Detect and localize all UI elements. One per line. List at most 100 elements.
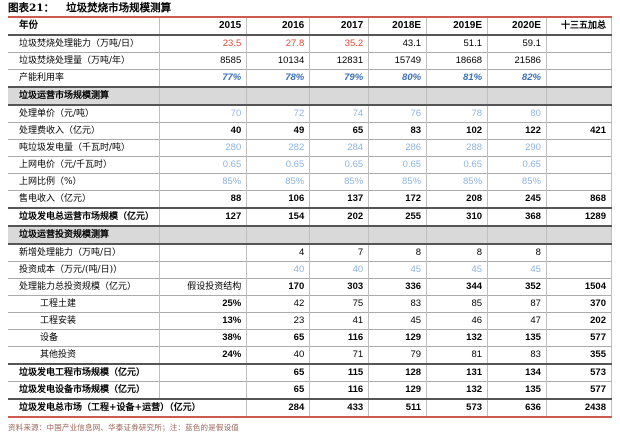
table-cell: 23.5 <box>158 35 247 53</box>
table-cell: 129 <box>368 381 427 399</box>
table-cell: 284 <box>309 139 369 157</box>
table-cell <box>545 139 613 157</box>
row-label: 垃圾运营市场规模测算 <box>19 91 110 101</box>
table-header: 年份 2015 2016 2017 2018E 2019E 2020E 十三五加总 <box>8 17 613 35</box>
section-row: 垃圾运营市场规模测算 <box>8 87 613 105</box>
table-cell <box>158 226 247 244</box>
table-row: 产能利用率 77% 78% 79% 80% 81% 82% <box>8 69 613 87</box>
table-cell: 85% <box>246 173 310 191</box>
table-row: 处理能力总投资规模（亿元） 假设投资结构 170 303 336 344 352 1504 <box>8 278 613 296</box>
table-cell: 280 <box>158 139 247 157</box>
table-cell: 132 <box>426 329 488 347</box>
table-cell: 27.8 <box>246 35 310 53</box>
table-cell: 35.2 <box>309 35 369 53</box>
section-row: 垃圾运营投资规模测算 <box>8 226 613 244</box>
table-row: 上网电价（元/千瓦时） 0.65 0.65 0.65 0.65 0.65 0.65 <box>8 156 613 174</box>
table-cell: 7 <box>309 244 369 262</box>
table-cell: 72 <box>246 105 310 123</box>
table-cell: 18668 <box>426 52 488 70</box>
table-cell: 25% <box>158 295 247 313</box>
table-cell: 122 <box>487 122 547 140</box>
table-cell: 4 <box>246 244 310 262</box>
table-cell: 127 <box>158 208 247 226</box>
table-cell: 47 <box>487 312 547 330</box>
row-label: 处理能力总投资规模（亿元） <box>19 282 137 292</box>
table-cell: 0.65 <box>246 156 310 174</box>
table-cell: 65 <box>246 364 310 382</box>
table-row: 垃圾发电总市场（工程+设备+运营）（亿元） 284 433 511 573 636 2438 <box>8 399 613 417</box>
row-label: 产能利用率 <box>19 73 65 83</box>
table-cell: 87 <box>487 295 547 313</box>
table-cell: 40 <box>246 261 310 279</box>
row-label: 垃圾焚烧处理能力（万吨/日） <box>19 39 140 49</box>
table-cell <box>158 87 247 105</box>
table-cell <box>545 261 613 279</box>
table-cell: 78% <box>246 69 310 87</box>
column-header: 2015 <box>158 17 247 35</box>
row-label: 上网比例（%） <box>19 177 82 187</box>
table-cell <box>309 87 369 105</box>
table-cell: 15749 <box>368 52 427 70</box>
table-cell <box>309 226 369 244</box>
table-cell <box>426 226 488 244</box>
table-cell: 0.65 <box>309 156 369 174</box>
table-cell: 81% <box>426 69 488 87</box>
table-cell: 70 <box>158 105 247 123</box>
table-cell <box>545 35 613 53</box>
column-header: 2016 <box>246 17 310 35</box>
table-cell: 65 <box>309 122 369 140</box>
row-label: 垃圾发电总运营市场规模（亿元） <box>19 212 155 222</box>
table-row: 设备 38% 65 116 129 132 135 577 <box>8 329 613 347</box>
table-cell: 102 <box>426 122 488 140</box>
table-cell: 13% <box>158 312 247 330</box>
table-cell: 85% <box>368 173 427 191</box>
table-cell: 21586 <box>487 52 547 70</box>
table-cell <box>426 87 488 105</box>
table-cell: 128 <box>368 364 427 382</box>
table-cell: 24% <box>158 346 247 364</box>
table-cell: 290 <box>487 139 547 157</box>
table-row: 上网比例（%） 85% 85% 85% 85% 85% 85% <box>8 173 613 191</box>
table-cell: 255 <box>368 208 427 226</box>
table-cell: 85% <box>158 173 247 191</box>
table-cell: 170 <box>246 278 310 296</box>
table-cell: 573 <box>545 364 613 382</box>
market-size-table: 年份 2015 2016 2017 2018E 2019E 2020E 十三五加总 垃圾焚烧处… <box>8 16 613 418</box>
table-cell: 8 <box>368 244 427 262</box>
row-label: 垃圾发电总市场（工程+设备+运营）（亿元） <box>19 403 201 413</box>
table-cell: 88 <box>158 190 247 208</box>
table-cell: 202 <box>309 208 369 226</box>
figure-title-text: 垃圾焚烧市场规模测算 <box>66 2 172 14</box>
row-label: 投资成本（万元/(吨/日)） <box>19 265 123 275</box>
table-row: 售电收入（亿元） 88 106 137 172 208 245 868 <box>8 190 613 208</box>
table-row: 新增处理能力（万吨/日） 4 7 8 8 8 <box>8 244 613 262</box>
row-label: 吨垃圾发电量（千瓦时/吨） <box>19 143 131 153</box>
table-cell <box>545 156 613 174</box>
table-cell: 344 <box>426 278 488 296</box>
row-label: 工程土建 <box>40 299 77 309</box>
table-cell: 310 <box>426 208 488 226</box>
table-cell <box>158 261 247 279</box>
table-cell: 282 <box>246 139 310 157</box>
table-cell <box>246 87 310 105</box>
table-cell <box>368 87 427 105</box>
table-cell <box>487 226 547 244</box>
table-cell: 577 <box>545 381 613 399</box>
table-cell: 135 <box>487 381 547 399</box>
table-cell: 85% <box>309 173 369 191</box>
table-cell <box>545 87 613 105</box>
table-row: 吨垃圾发电量（千瓦时/吨） 280 282 284 286 288 290 <box>8 139 613 157</box>
table-cell: 76 <box>368 105 427 123</box>
table-cell: 40 <box>309 261 369 279</box>
table-cell: 116 <box>309 329 369 347</box>
row-label: 处理单价（元/吨） <box>19 109 95 119</box>
table-cell <box>368 226 427 244</box>
table-cell: 303 <box>309 278 369 296</box>
figure-label: 图表21： <box>8 2 55 14</box>
table-row: 垃圾焚烧处理量（万吨/年） 8585 10134 12831 15749 18668 215… <box>8 52 613 70</box>
table-cell: 284 <box>246 399 310 417</box>
table-cell: 370 <box>545 295 613 313</box>
row-label: 垃圾发电设备市场规模（亿元） <box>19 385 146 395</box>
table-cell: 172 <box>368 190 427 208</box>
table-cell: 115 <box>309 364 369 382</box>
